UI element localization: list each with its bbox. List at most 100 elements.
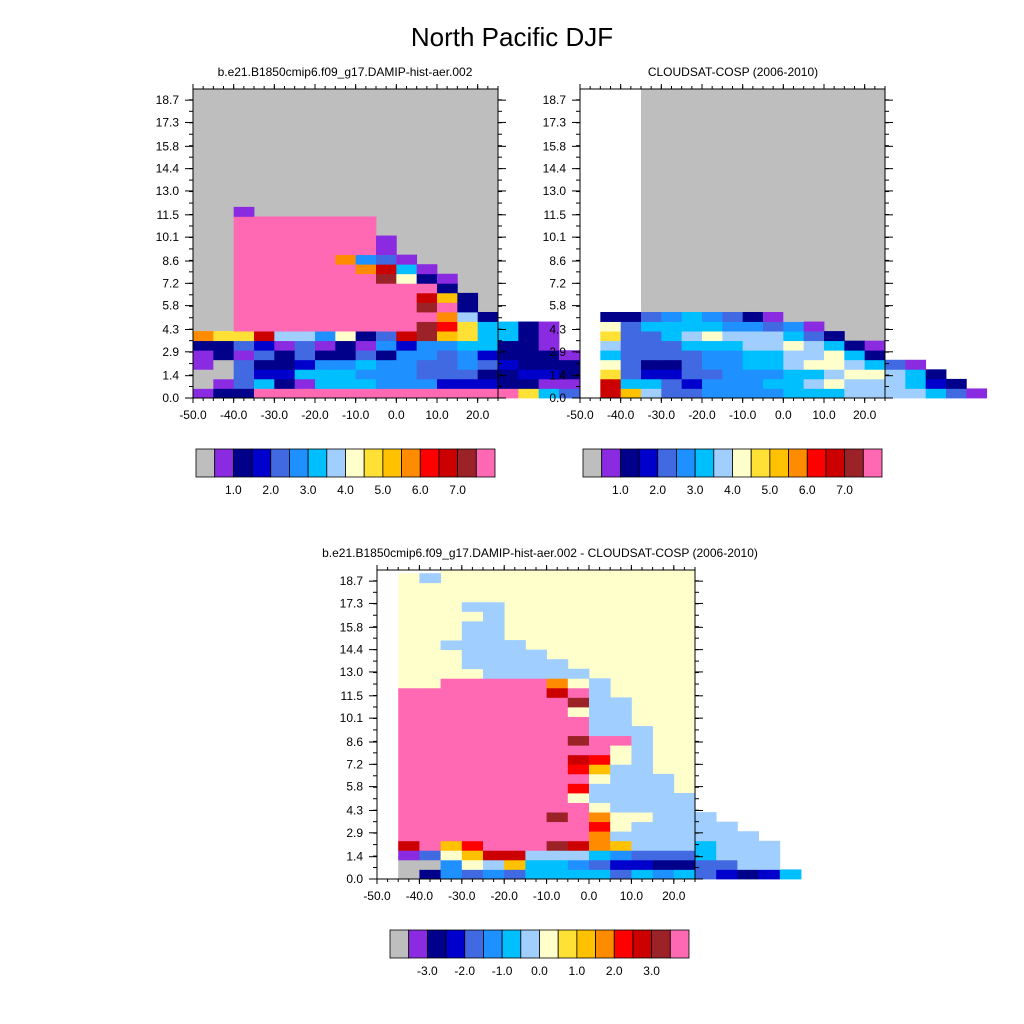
heatmap-cell [254, 378, 275, 389]
heatmap-cell [193, 331, 214, 342]
heatmap-cell [419, 869, 441, 880]
heatmap-cell [355, 311, 377, 322]
heatmap-cell [398, 850, 420, 861]
colorbar-swatch [270, 448, 290, 478]
heatmap-cell [525, 869, 547, 880]
heatmap-cell [437, 292, 458, 303]
colorbar-swatch [582, 448, 603, 478]
heatmap-cell [419, 659, 441, 670]
heatmap-cell [294, 283, 316, 294]
colorbar-swatch [825, 448, 846, 478]
heatmap-cell [477, 359, 499, 370]
heatmap-cell [461, 850, 484, 861]
heatmap-cell [518, 331, 540, 342]
heatmap-cell [763, 340, 784, 351]
heatmap-cell [419, 668, 441, 679]
heatmap-cell [376, 311, 397, 322]
heatmap-cell [477, 340, 499, 351]
heatmap-cell [498, 388, 519, 399]
heatmap-cell [620, 350, 642, 361]
colorbar-label: 6.0 [412, 483, 429, 497]
y-tick-label: 11.5 [157, 208, 180, 222]
heatmap-cell [477, 321, 499, 332]
heatmap-cell [589, 831, 611, 842]
y-tick-label: 7.2 [346, 757, 363, 771]
heatmap-cell [742, 378, 764, 389]
colorbar-swatch [713, 448, 733, 478]
heatmap-cell [483, 792, 505, 803]
heatmap-cell [396, 283, 418, 294]
heatmap-cell [546, 850, 569, 861]
heatmap-cell [589, 812, 611, 823]
heatmap-cell [274, 264, 296, 275]
heatmap-cell [355, 292, 377, 303]
heatmap-cell [461, 745, 484, 756]
heatmap-cell [419, 773, 441, 784]
heatmap-cell [504, 678, 526, 689]
heatmap-cell [844, 378, 866, 389]
heatmap-cell [504, 850, 526, 861]
heatmap-cell [546, 812, 569, 823]
colorbar-label: 7.0 [449, 483, 466, 497]
colorbar-swatch [669, 929, 690, 959]
heatmap-cell [440, 850, 463, 861]
heatmap-cell [419, 821, 441, 832]
x-tick-label: -10.0 [533, 889, 561, 903]
heatmap-cell [355, 331, 377, 342]
heatmap-cell [419, 802, 441, 813]
heatmap-cell [567, 821, 590, 832]
heatmap-cell [567, 859, 590, 870]
colorbar-swatch [483, 929, 503, 959]
heatmap-cell [254, 388, 275, 399]
heatmap-cell [504, 735, 526, 746]
heatmap-cell [335, 216, 357, 227]
heatmap-cell [376, 350, 397, 361]
heatmap-cell [461, 630, 484, 641]
colorbar-swatch [326, 448, 346, 478]
heatmap-cell [641, 378, 662, 389]
heatmap-cell [376, 369, 397, 380]
heatmap-cell [737, 859, 759, 870]
heatmap-cell [461, 697, 484, 708]
heatmap-cell [504, 716, 526, 727]
heatmap-cell [600, 369, 622, 380]
heatmap-cell [294, 340, 316, 351]
heatmap-cell [589, 792, 611, 803]
heatmap-cell [589, 859, 611, 870]
heatmap-cell [477, 388, 499, 399]
colorbar-swatch [289, 448, 309, 478]
heatmap-cell [498, 378, 519, 389]
panel-obs-title: CLOUDSAT-COSP (2006-2010) [648, 65, 818, 79]
heatmap-cell [538, 340, 560, 351]
heatmap-cell [610, 783, 632, 794]
heatmap-cell [803, 388, 825, 399]
heatmap-cell [610, 850, 632, 861]
heatmap-cell [315, 321, 336, 332]
heatmap-cell [416, 331, 438, 342]
heatmap-cell [631, 869, 653, 880]
heatmap-cell [652, 850, 675, 861]
heatmap-cell [419, 678, 441, 689]
heatmap-cell [589, 726, 611, 737]
heatmap-cell [483, 821, 505, 832]
heatmap-cell [661, 321, 683, 332]
heatmap-cell [233, 340, 255, 351]
heatmap-cell [419, 611, 441, 622]
heatmap-cell [233, 216, 255, 227]
heatmap-cell [419, 859, 441, 870]
heatmap-cell [335, 235, 357, 246]
colorbar-label: 4.0 [337, 483, 354, 497]
x-tick-label: -30.0 [648, 408, 676, 422]
heatmap-cell [416, 264, 438, 275]
heatmap-cell [457, 378, 479, 389]
heatmap-cell [763, 350, 784, 361]
heatmap-cell [233, 311, 255, 322]
heatmap-cell [722, 378, 744, 389]
heatmap-cell [695, 859, 717, 870]
heatmap-cell [274, 331, 296, 342]
heatmap-cell [631, 802, 653, 813]
heatmap-cell [419, 582, 441, 593]
heatmap-cell [610, 735, 632, 746]
heatmap-cell [925, 388, 947, 399]
heatmap-cell [294, 273, 316, 284]
